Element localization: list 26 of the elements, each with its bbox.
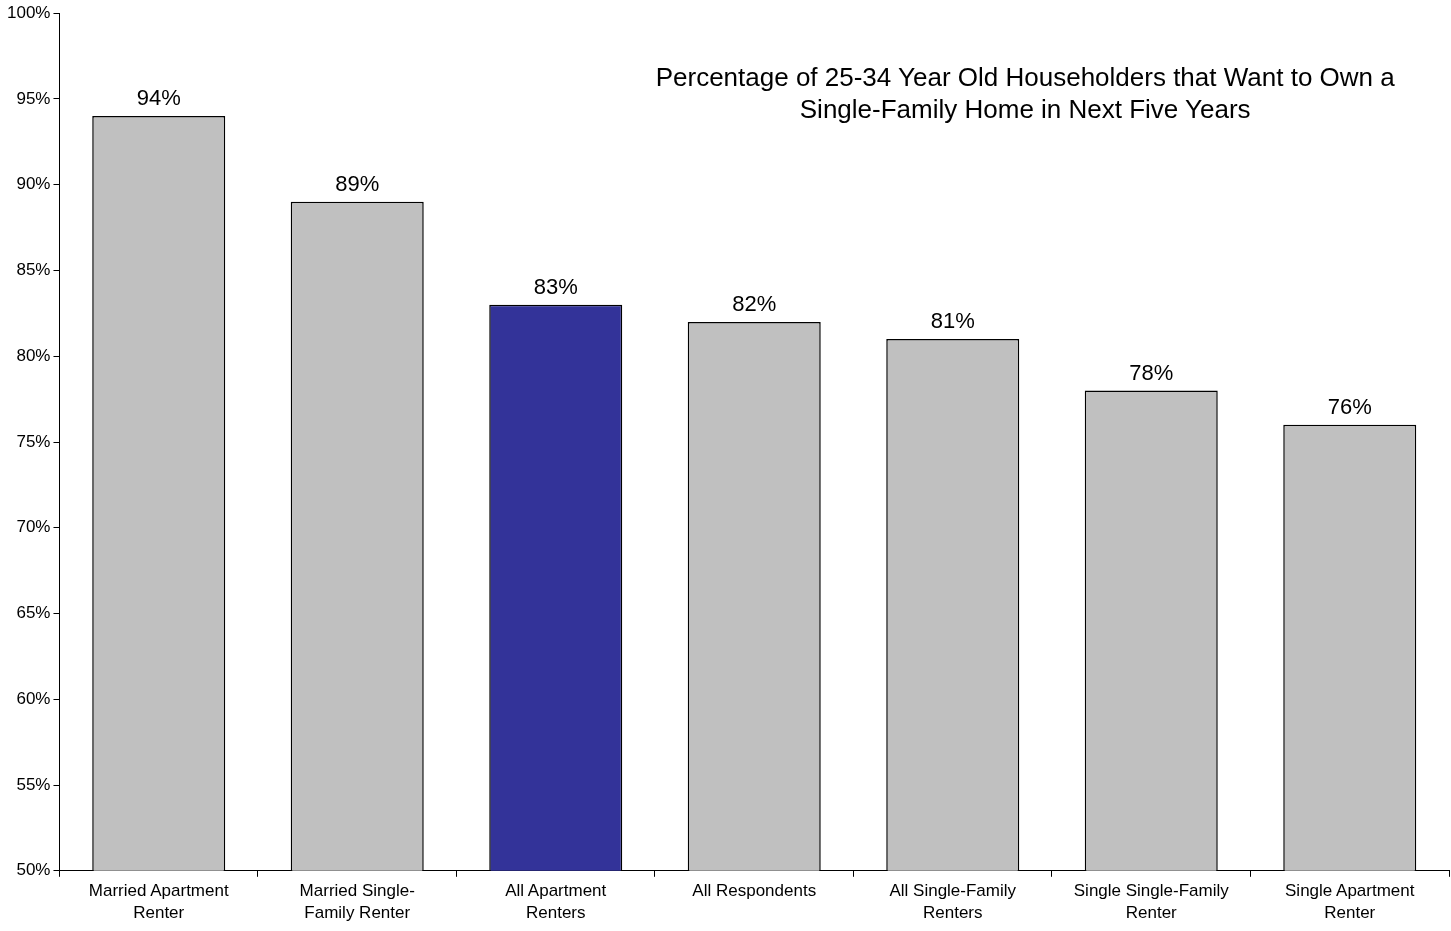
- y-tick-label: 85%: [16, 260, 51, 280]
- x-tick-label: All Respondents: [692, 880, 817, 900]
- y-tick-label: 55%: [16, 774, 51, 794]
- data-label: 89%: [335, 170, 380, 196]
- data-label: 82%: [732, 291, 777, 316]
- y-tick-label: 80%: [16, 345, 51, 365]
- data-label: 94%: [136, 85, 181, 111]
- text: Percentage of 25-34 Year Old Householders that Want to Own a Single-Family Home in Next Five Years: [655, 62, 1396, 125]
- y-tick-label: 70%: [16, 517, 51, 537]
- y-tick-label: 100%: [7, 2, 51, 22]
- data-label: 78%: [1129, 359, 1174, 385]
- x-tick-label: Married Apartment Renter: [88, 880, 229, 922]
- x-tick-label: All Single-Family Renters: [889, 880, 1017, 922]
- y-tick-label: 90%: [16, 174, 51, 194]
- data-label: 81%: [930, 308, 975, 334]
- y-tick-label: 95%: [16, 88, 51, 108]
- x-tick-label: All Apartment Renters: [505, 880, 607, 922]
- x-tick-label: Single Single-Family Renter: [1073, 880, 1230, 922]
- data-label: 83%: [533, 273, 578, 299]
- y-tick-label: 50%: [16, 860, 51, 880]
- data-label: 76%: [1327, 393, 1372, 419]
- y-tick-label: 60%: [16, 688, 51, 708]
- x-tick-label: Single Apartment Renter: [1285, 880, 1415, 922]
- x-tick-label: Married Single-Family Renter: [299, 880, 415, 922]
- y-tick-label: 65%: [16, 603, 51, 623]
- y-tick-label: 75%: [16, 431, 51, 451]
